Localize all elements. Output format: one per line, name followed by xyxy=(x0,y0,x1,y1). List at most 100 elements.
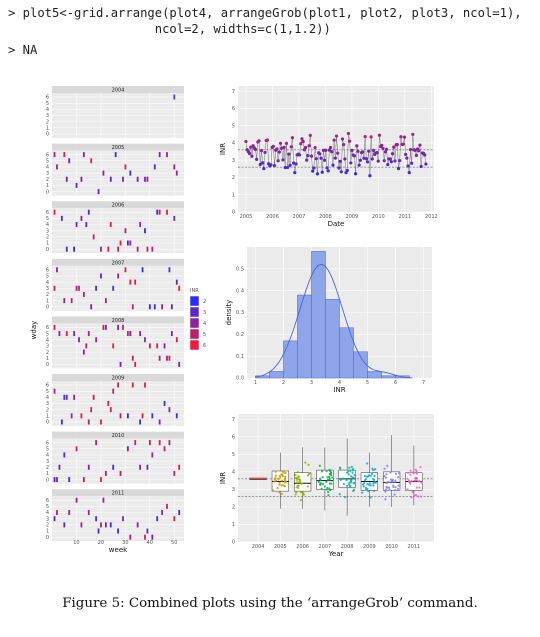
tile xyxy=(178,361,181,367)
jitter-point xyxy=(412,471,415,474)
tile xyxy=(163,343,166,349)
tile xyxy=(97,189,100,195)
jitter-point xyxy=(325,480,328,483)
y-tick-label: 2 xyxy=(46,177,49,183)
y-tick-label: 0.1 xyxy=(236,354,244,360)
data-point xyxy=(383,150,387,154)
jitter-point xyxy=(280,492,283,495)
jitter-point xyxy=(329,472,332,475)
y-tick-label: 3 xyxy=(46,228,49,234)
data-point xyxy=(339,170,343,174)
data-point xyxy=(415,147,420,151)
y-tick-label: 0.2 xyxy=(236,332,244,338)
tile xyxy=(119,470,122,476)
jitter-point xyxy=(280,479,283,482)
y-tick-label: 1 xyxy=(46,241,49,247)
jitter-point xyxy=(352,489,355,493)
tile xyxy=(122,324,124,330)
jitter-point xyxy=(411,491,414,494)
jitter-point xyxy=(365,488,368,491)
y-tick-label: 0 xyxy=(46,477,49,483)
tile xyxy=(53,388,56,394)
tile xyxy=(166,152,168,158)
jitter-point xyxy=(366,462,369,465)
tile xyxy=(129,279,132,285)
tile xyxy=(163,401,166,406)
tile xyxy=(151,246,154,252)
tile xyxy=(107,401,110,406)
data-point xyxy=(325,166,329,170)
tile xyxy=(136,176,139,182)
tile xyxy=(129,534,132,540)
tile xyxy=(144,228,146,234)
jitter-point xyxy=(419,465,422,469)
data-point xyxy=(382,159,386,163)
x-tick-label: 20 xyxy=(98,540,104,546)
tile xyxy=(56,267,58,273)
tile xyxy=(100,522,102,528)
data-point xyxy=(410,161,414,165)
histogram-bar xyxy=(297,294,312,379)
tile xyxy=(63,298,66,304)
tile xyxy=(129,331,132,337)
jitter-point xyxy=(420,481,423,484)
jitter-point xyxy=(298,478,302,481)
tile xyxy=(90,158,93,164)
jitter-point xyxy=(417,495,420,498)
tile xyxy=(146,464,149,470)
jitter-point xyxy=(273,478,277,481)
tile xyxy=(158,419,161,425)
jitter-point xyxy=(278,483,281,486)
tile xyxy=(80,176,83,182)
histogram-bar xyxy=(283,340,298,379)
data-point xyxy=(311,169,315,173)
jitter-point xyxy=(388,488,391,491)
legend-label: 2 xyxy=(203,299,206,305)
box xyxy=(405,472,423,491)
jitter-point xyxy=(347,470,350,473)
jitter-point xyxy=(280,473,284,476)
jitter-point xyxy=(353,474,356,477)
tile xyxy=(100,273,102,279)
x-tick-label: 2009 xyxy=(363,544,376,550)
data-point xyxy=(336,151,340,155)
tile xyxy=(102,324,105,330)
y-tick-label: 2 xyxy=(46,292,49,298)
jitter-point xyxy=(308,472,311,475)
legend-title: INR xyxy=(190,288,199,294)
y-tick-label: 0.3 xyxy=(236,310,244,316)
tile xyxy=(65,246,68,252)
jitter-point xyxy=(372,477,375,481)
jitter-point xyxy=(417,480,420,483)
jitter-point xyxy=(331,476,334,479)
tile xyxy=(139,331,141,337)
jitter-point xyxy=(415,470,418,473)
jitter-point xyxy=(361,483,365,486)
tile xyxy=(109,222,112,228)
y-tick-label: 3 xyxy=(232,158,235,164)
y-tick-label: 6 xyxy=(46,383,49,389)
jitter-point xyxy=(328,482,332,485)
jitter-point xyxy=(280,484,283,487)
jitter-point xyxy=(301,491,305,495)
data-point xyxy=(286,165,290,170)
facet-panel xyxy=(52,323,184,369)
jitter-point xyxy=(299,498,303,502)
code-line-2: ncol=2, widths=c(1,1.2)) xyxy=(8,22,331,36)
tile xyxy=(148,440,151,446)
tile xyxy=(87,419,90,425)
tile xyxy=(146,176,149,182)
data-point xyxy=(358,158,362,162)
jitter-point xyxy=(327,494,330,497)
jitter-point xyxy=(372,489,376,492)
jitter-point xyxy=(284,475,287,479)
y-tick-label: 1 xyxy=(46,414,49,420)
jitter-point xyxy=(299,480,302,483)
plot-panel xyxy=(238,86,434,212)
legend-key xyxy=(189,328,200,340)
y-tick-label: 4 xyxy=(232,470,235,476)
box xyxy=(360,472,378,491)
tile xyxy=(144,382,146,388)
tile xyxy=(158,355,161,361)
jitter-point xyxy=(283,485,286,488)
